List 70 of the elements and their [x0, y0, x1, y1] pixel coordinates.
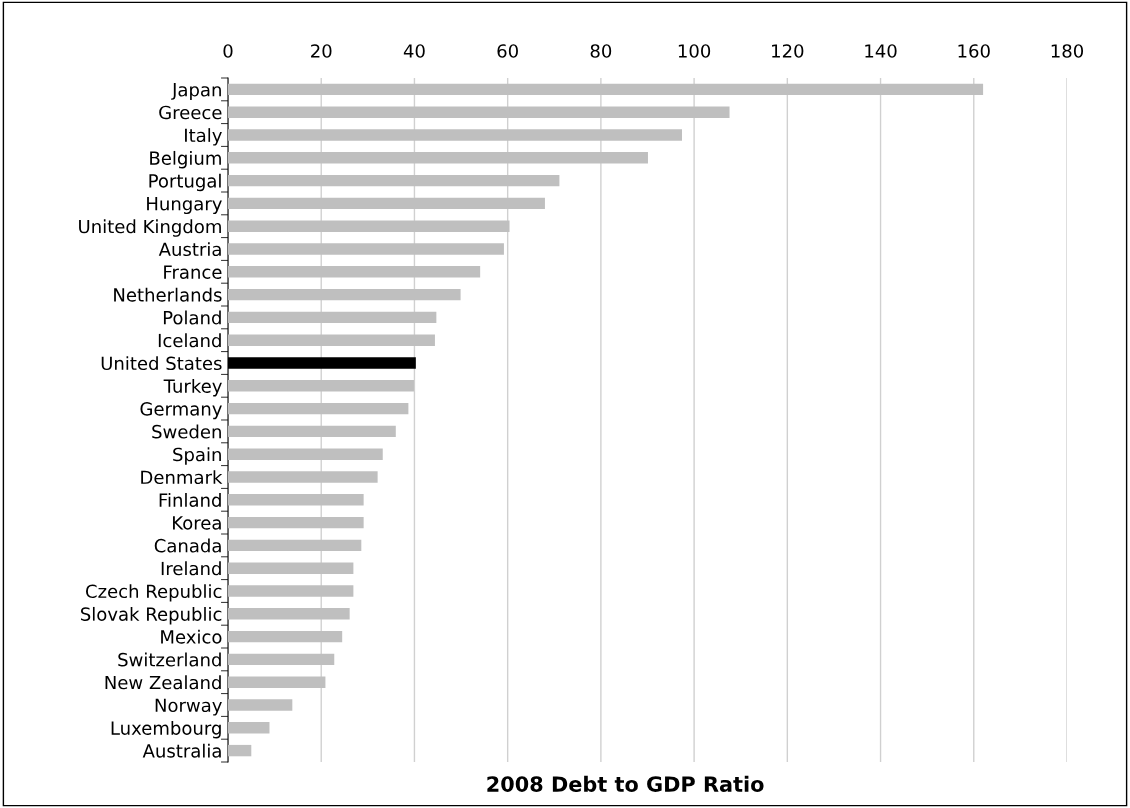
y-tick-label: Slovak Republic [80, 606, 222, 625]
bar [228, 106, 730, 118]
x-tick-label: 100 [678, 44, 711, 58]
bar [228, 471, 378, 483]
y-tick-label: Australia [142, 743, 221, 758]
bar [228, 722, 270, 734]
bar [228, 266, 481, 278]
y-tick-label: Canada [154, 538, 221, 553]
y-tick-label: United Kingdom [79, 219, 221, 237]
x-tick-label: 140 [865, 44, 897, 58]
y-tick-label: Switzerland [118, 652, 221, 667]
y-tick-label: Portugal [149, 173, 221, 192]
bar [228, 676, 326, 688]
bar [228, 494, 364, 506]
y-tick-label: United States [101, 356, 222, 371]
y-tick-label: Czech Republic [85, 584, 222, 602]
bar [228, 174, 560, 187]
y-tick-label: Turkey [163, 378, 222, 397]
bar [228, 402, 409, 415]
bar [228, 197, 545, 210]
y-tick-label: Norway [155, 698, 222, 716]
bar [228, 129, 682, 141]
y-tick-label: New Zealand [105, 675, 221, 690]
bar [228, 243, 504, 255]
bar [228, 334, 435, 346]
bar [228, 152, 648, 164]
bar [228, 380, 414, 392]
bar [228, 83, 984, 96]
bar [228, 539, 362, 552]
x-tick-label: 0 [223, 44, 233, 58]
y-tick-label: Belgium [150, 150, 221, 169]
bar [228, 630, 343, 643]
bar [228, 608, 350, 620]
y-tick-label: France [164, 265, 222, 279]
x-tick-label: 60 [497, 44, 518, 58]
bar [228, 562, 354, 574]
y-tick-label: Ireland [161, 561, 221, 576]
y-tick-label: Korea [173, 516, 221, 530]
y-tick-label: Germany [140, 402, 222, 420]
bar [228, 288, 461, 301]
bar [228, 585, 354, 597]
y-tick-label: Luxembourg [111, 720, 221, 739]
y-tick-label: Italy [185, 128, 222, 146]
x-tick-label: 40 [403, 44, 425, 58]
y-tick-label: Denmark [141, 470, 223, 485]
bar [228, 311, 437, 324]
bar [228, 653, 335, 666]
x-tick-label: 80 [590, 44, 612, 58]
bar [228, 220, 510, 232]
y-tick-label: Poland [163, 310, 221, 325]
y-tick-label: Austria [158, 242, 221, 257]
x-tick-label: 120 [772, 44, 804, 58]
x-tick-label: 160 [958, 44, 990, 58]
y-tick-label: Spain [173, 447, 221, 465]
x-tick-label: 180 [1051, 44, 1084, 58]
y-tick-label: Hungary [147, 197, 222, 215]
bar [228, 425, 396, 438]
y-tick-label: Finland [159, 492, 221, 507]
y-tick-label: Sweden [152, 424, 221, 439]
y-tick-label: Japan [171, 83, 221, 101]
text: 2008 Debt to GDP Ratio [487, 775, 764, 792]
bar [228, 516, 364, 529]
bar [228, 744, 252, 757]
y-tick-label: Iceland [158, 333, 221, 348]
y-tick-label: Greece [159, 105, 222, 120]
y-tick-label: Netherlands [114, 287, 222, 302]
bar [228, 448, 383, 460]
bar [228, 699, 293, 711]
y-tick-label: Mexico [161, 629, 222, 644]
x-tick-label: 20 [311, 44, 332, 58]
